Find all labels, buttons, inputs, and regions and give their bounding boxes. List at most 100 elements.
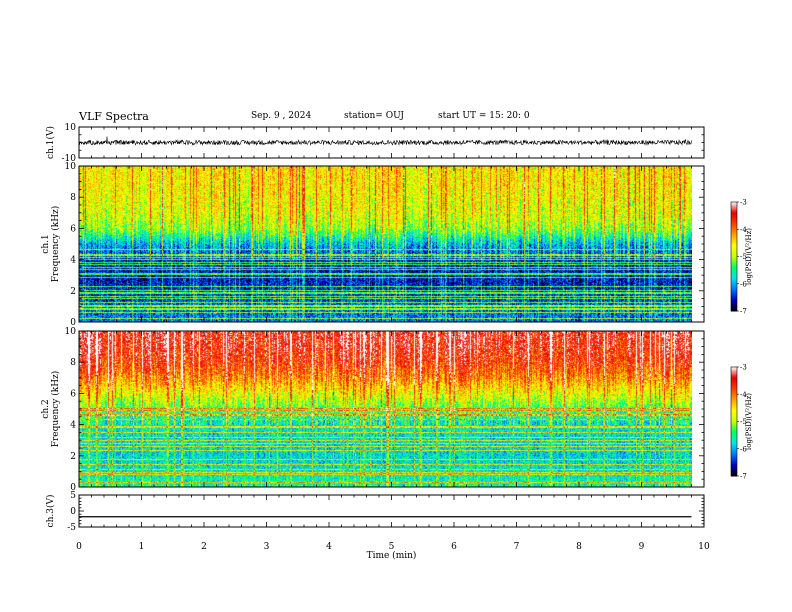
ch1-spectrogram-ylabel-line: Frequency (kHz): [50, 206, 61, 283]
ch1-colorbar-segment: [731, 231, 737, 234]
ch1-colorbar-segment: [731, 233, 737, 236]
ch3-waveform-tick-label: 0: [70, 507, 76, 517]
ch2-colorbar-segment: [731, 435, 737, 437]
ch1-colorbar-segment: [731, 251, 737, 253]
ch2-colorbar-segment: [731, 450, 737, 452]
ch1-colorbar-segment: [731, 309, 737, 312]
ch2-colorbar-segment: [731, 444, 737, 447]
ch3-waveform-tick-label: 5: [70, 491, 76, 501]
ch2-colorbar-segment: [731, 413, 737, 416]
ch2-colorbar-segment: [731, 394, 737, 397]
ch1-colorbar-segment: [731, 298, 737, 301]
ch2-colorbar-segment: [731, 375, 737, 378]
date-label: Sep. 9 , 2024: [251, 111, 312, 121]
ch2-colorbar-segment: [731, 474, 737, 477]
ch1-colorbar-segment: [731, 279, 737, 282]
ch2-colorbar-segment: [731, 416, 737, 418]
ch2-colorbar-segment: [731, 429, 737, 432]
ch2-colorbar-segment: [731, 452, 737, 455]
ch2-colorbar-segment: [731, 440, 737, 443]
ch1-colorbar-segment: [731, 219, 737, 222]
ch1-colorbar-segment: [731, 202, 737, 204]
ch1-spectrogram-ylabel: ch.1 Frequency (kHz): [41, 206, 61, 283]
ch2-colorbar-tick-label: -5: [740, 418, 747, 426]
ch1-colorbar-segment: [731, 218, 737, 221]
ch1-spectrogram-ylabel-line: ch.1: [41, 234, 51, 253]
ch1-colorbar-segment: [731, 215, 737, 218]
ch1-colorbar-segment: [731, 274, 737, 277]
ch1-colorbar-segment: [731, 305, 737, 308]
ch2-colorbar-segment: [731, 436, 737, 439]
x-tick-label: 2: [201, 542, 207, 552]
ch1-colorbar-segment: [731, 267, 737, 270]
ch2-colorbar-label-text: log(PSD)(V²/Hz): [745, 393, 753, 450]
ch2-colorbar-segment: [731, 398, 737, 401]
ch1-colorbar-segment: [731, 271, 737, 274]
ch1-colorbar-segment: [731, 272, 737, 275]
ch2-colorbar-segment: [731, 411, 737, 414]
ch1-colorbar-segment: [731, 222, 737, 225]
ch1-colorbar-segment: [731, 257, 737, 260]
ch1-colorbar-segment: [731, 259, 737, 262]
ch1-colorbar-segment: [731, 242, 737, 245]
ch2-colorbar-segment: [731, 422, 737, 425]
ch2-colorbar-segment: [731, 390, 737, 393]
ch1-colorbar-segment: [731, 282, 737, 285]
ch2-colorbar-segment: [731, 403, 737, 406]
ch2-colorbar-segment: [731, 418, 737, 421]
ch2-colorbar-segment: [731, 467, 737, 470]
ch1-colorbar-tick-label: -3: [740, 199, 747, 207]
ch2-colorbar-segment: [731, 448, 737, 451]
ch2-colorbar-segment: [731, 455, 737, 458]
x-tick-label: 5: [389, 542, 395, 552]
ch1-spectrogram-tick-label: 6: [70, 224, 76, 234]
ch2-spectrogram-ylabel: ch.2 Frequency (kHz): [41, 371, 61, 448]
ch2-colorbar-segment: [731, 402, 737, 405]
ch2-colorbar-segment: [731, 417, 737, 420]
ch1-colorbar-segment: [731, 234, 737, 237]
ch1-colorbar-segment: [731, 244, 737, 247]
ch2-colorbar-segment: [731, 367, 737, 369]
station-label: station= OUJ: [344, 111, 405, 121]
ch1-colorbar-segment: [731, 281, 737, 283]
ch2-spectrogram-tick-label: 2: [70, 452, 76, 462]
ch2-colorbar-segment: [731, 459, 737, 462]
ch1-colorbar-label: log(PSD)(V²/Hz): [745, 228, 753, 285]
ch1-colorbar-segment: [731, 238, 737, 241]
ch1-colorbar-segment: [731, 204, 737, 207]
ch1-colorbar-segment: [731, 252, 737, 255]
ch1-colorbar-segment: [731, 240, 737, 243]
ch2-colorbar-segment: [731, 377, 737, 380]
ch1-colorbar-segment: [731, 214, 737, 217]
ch2-colorbar-segment: [731, 469, 737, 472]
ch1-colorbar-segment: [731, 304, 737, 307]
ch1-colorbar-segment: [731, 208, 737, 211]
ch2-spectrogram-ylabel-line: Frequency (kHz): [50, 371, 61, 448]
ch2-colorbar-segment: [731, 381, 737, 384]
chart-title: VLF Spectra: [79, 110, 149, 123]
x-tick-label: 10: [698, 542, 710, 552]
ch2-colorbar-segment: [731, 465, 737, 467]
ch1-colorbar-segment: [731, 291, 737, 294]
ch2-colorbar-segment: [731, 391, 737, 394]
ch2-colorbar-segment: [731, 384, 737, 387]
ch2-colorbar-segment: [731, 428, 737, 431]
x-tick-label: 8: [576, 542, 582, 552]
ch1-colorbar-segment: [731, 270, 737, 272]
ch2-colorbar-segment: [731, 443, 737, 446]
ch1-colorbar-segment: [731, 225, 737, 228]
ch1-colorbar-segment: [731, 236, 737, 238]
ch1-colorbar-segment: [731, 229, 737, 232]
ch1-colorbar-segment: [731, 300, 737, 302]
ch1-colorbar-tick-label: -5: [740, 253, 747, 261]
ch2-colorbar-segment: [731, 369, 737, 372]
ch1-colorbar-segment: [731, 287, 737, 290]
ch2-spectrogram-tick-label: 4: [70, 421, 76, 431]
ch2-colorbar-tick-label: -7: [740, 473, 747, 481]
ch2-spectrogram-tick-label: 6: [70, 389, 76, 399]
ch1-colorbar-tick-label: -7: [740, 308, 747, 316]
ch1-colorbar-tick-label: -4: [740, 226, 747, 234]
ch3-waveform-ylabel-line: ch.3(V): [45, 495, 56, 528]
ch2-colorbar-segment: [731, 424, 737, 427]
